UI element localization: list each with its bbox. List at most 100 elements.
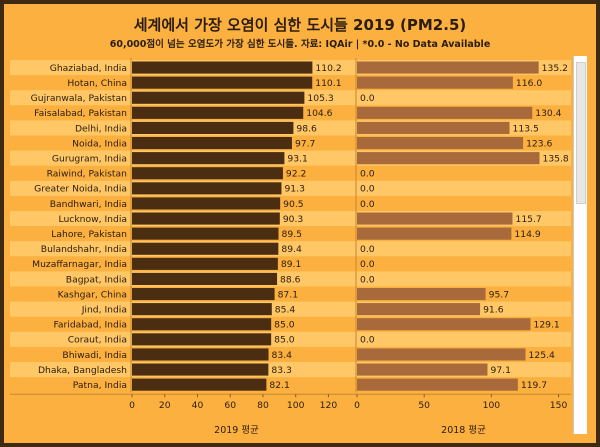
tick-label-2018: 100 (483, 400, 501, 411)
data-label-2019: 90.3 (283, 214, 304, 225)
data-label-2018: 129.1 (533, 320, 559, 331)
category-label: Gurugram, India (52, 153, 127, 164)
data-label-2019: 87.1 (278, 289, 298, 300)
bar-2018 (357, 227, 512, 240)
bar-2019 (132, 363, 269, 376)
data-label-2019: 82.1 (269, 380, 289, 391)
tick-label-2018: 50 (418, 400, 430, 411)
category-label: Faridabad, India (53, 320, 127, 331)
category-label: Ghaziabad, India (50, 63, 127, 74)
data-label-2018: 95.7 (489, 289, 510, 300)
category-label: Bandhwari, India (50, 199, 127, 210)
chart-title: 세계에서 가장 오염이 심한 도시들 2019 (PM2.5) (133, 16, 467, 34)
category-label: Bulandshahr, India (41, 244, 127, 255)
data-label-2018: 0.0 (360, 169, 375, 180)
category-label: Kashgar, China (58, 289, 127, 300)
data-label-2019: 91.3 (284, 184, 305, 195)
bar-2018 (357, 76, 513, 89)
bar-2019 (132, 182, 282, 195)
bar-2019 (132, 318, 272, 331)
bar-2019 (132, 378, 267, 391)
bar-2019 (132, 61, 313, 74)
data-label-2018: 113.5 (513, 123, 539, 134)
data-label-2018: 0.0 (360, 335, 375, 346)
bar-2018 (357, 137, 524, 150)
tick-label-2019: 120 (320, 400, 338, 411)
category-label: Muzaffarnagar, India (32, 259, 127, 270)
category-label: Coraut, India (68, 335, 127, 346)
data-label-2018: 130.4 (535, 108, 561, 119)
tick-label-2019: 0 (129, 400, 135, 411)
data-label-2018: 135.2 (542, 63, 568, 74)
bar-2018 (357, 348, 526, 361)
bar-2019 (132, 121, 294, 134)
bar-2018 (357, 303, 481, 316)
bar-2019 (132, 91, 305, 104)
chart-subtitle: 60,000점이 넘는 오염도가 가장 심한 도시들. 자료: IQAir | … (109, 39, 491, 50)
data-label-2019: 85.4 (275, 304, 296, 315)
category-label: Noida, India (72, 138, 127, 149)
data-label-2019: 85.0 (274, 335, 295, 346)
bar-2018 (357, 152, 540, 165)
bar-2019 (132, 167, 283, 180)
axis-title-2019: 2019 평균 (214, 425, 259, 436)
tick-label-2019: 80 (257, 400, 269, 411)
data-label-2019: 89.5 (282, 229, 303, 240)
data-label-2019: 88.6 (280, 274, 301, 285)
bar-2019 (132, 197, 281, 210)
tick-label-2019: 60 (224, 400, 236, 411)
data-label-2018: 0.0 (360, 199, 375, 210)
bar-2019 (132, 348, 269, 361)
data-label-2019: 89.4 (281, 244, 302, 255)
category-label: Hotan, China (67, 78, 127, 89)
data-label-2018: 114.9 (514, 229, 540, 240)
bar-2018 (357, 121, 510, 134)
category-label: Bagpat, India (66, 274, 127, 285)
bar-2019 (132, 288, 275, 301)
bar-2019 (132, 212, 280, 225)
tick-label-2018: 0 (354, 400, 360, 411)
bar-2018 (357, 363, 488, 376)
data-label-2018: 119.7 (521, 380, 547, 391)
bar-2018 (357, 318, 531, 331)
bar-2019 (132, 227, 279, 240)
data-label-2019: 93.1 (287, 153, 307, 164)
bar-2019 (132, 242, 279, 255)
bar-2019 (132, 106, 304, 119)
data-label-2019: 104.6 (306, 108, 332, 119)
data-label-2018: 125.4 (529, 350, 555, 361)
category-label: Greater Noida, India (34, 184, 127, 195)
data-label-2018: 135.8 (542, 153, 568, 164)
bar-2019 (132, 76, 313, 89)
category-label: Raiwind, Pakistan (47, 169, 128, 180)
bar-2018 (357, 106, 533, 119)
category-label: Jind, India (81, 304, 127, 315)
data-label-2018: 123.6 (526, 138, 552, 149)
data-label-2019: 90.5 (283, 199, 304, 210)
category-label: Dhaka, Bangladesh (38, 365, 127, 376)
bar-2019 (132, 333, 272, 346)
scrollbar-thumb[interactable] (576, 62, 586, 204)
data-label-2018: 0.0 (360, 274, 375, 285)
data-label-2019: 110.2 (315, 63, 341, 74)
data-label-2019: 92.2 (286, 169, 306, 180)
data-label-2019: 83.4 (272, 350, 293, 361)
bar-2019 (132, 152, 285, 165)
data-label-2018: 115.7 (515, 214, 541, 225)
data-label-2018: 0.0 (360, 244, 375, 255)
bar-2018 (357, 288, 486, 301)
category-label: Faisalabad, Pakistan (34, 108, 127, 119)
bar-2019 (132, 137, 292, 150)
tick-label-2019: 100 (287, 400, 305, 411)
data-label-2018: 0.0 (360, 93, 375, 104)
data-label-2019: 98.6 (296, 123, 317, 134)
bar-2018 (357, 212, 513, 225)
axis-title-2018: 2018 평균 (441, 425, 486, 436)
data-label-2019: 110.1 (315, 78, 341, 89)
data-label-2019: 89.1 (281, 259, 301, 270)
data-label-2019: 97.7 (295, 138, 316, 149)
category-label: Gujranwala, Pakistan (31, 93, 128, 104)
data-label-2018: 0.0 (360, 184, 375, 195)
data-label-2019: 105.3 (307, 93, 333, 104)
